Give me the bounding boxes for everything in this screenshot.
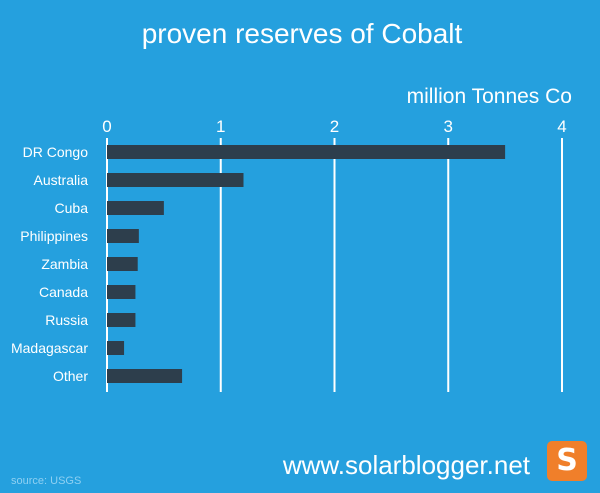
bar [107,257,138,271]
logo-letter: S [556,443,578,478]
category-label: Madagascar [11,340,88,356]
category-label: Cuba [55,200,89,216]
category-label: DR Congo [23,144,89,160]
website-url: www.solarblogger.net [282,450,531,480]
bar [107,145,506,159]
bar [107,313,136,327]
x-tick-label: 2 [330,117,339,136]
solarblogger-logo-icon: S [547,441,587,481]
source-note: source: USGS [11,475,81,487]
category-label: Russia [45,312,88,328]
x-tick-label: 3 [444,117,453,136]
bar [107,173,244,187]
bar [107,201,164,215]
category-label: Philippines [20,228,88,244]
bar [107,341,125,355]
x-axis-label: million Tonnes Co [407,85,572,108]
x-tick-label: 0 [102,117,111,136]
category-label: Australia [34,172,89,188]
category-label: Zambia [41,256,88,272]
bar [107,229,139,243]
category-label: Other [53,368,88,384]
x-tick-label: 4 [557,117,566,136]
x-tick-label: 1 [216,117,225,136]
bar [107,369,183,383]
bar [107,285,136,299]
chart-title: proven reserves of Cobalt [142,18,463,49]
category-label: Canada [39,284,88,300]
